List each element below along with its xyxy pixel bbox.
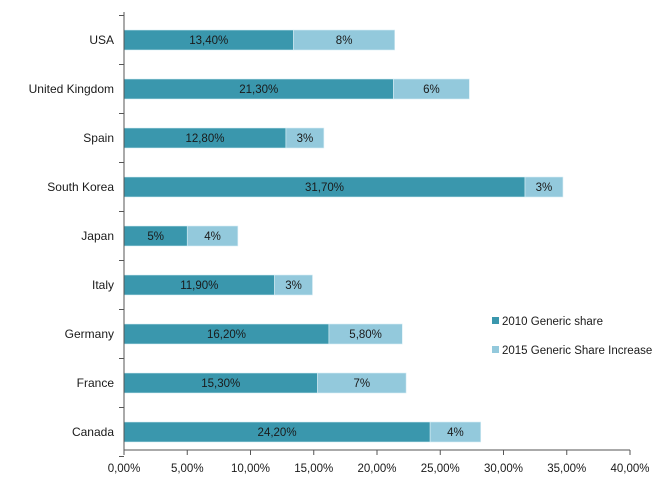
legend-swatch — [492, 317, 499, 324]
data-label: 31,70% — [305, 182, 344, 194]
x-tick-label: 25,00% — [421, 463, 460, 475]
x-tick-label: 30,00% — [484, 463, 523, 475]
category-label: Spain — [83, 131, 114, 145]
data-label: 11,90% — [180, 280, 218, 292]
data-label: 12,80% — [185, 133, 224, 145]
bar-increase-canada — [429, 421, 482, 443]
data-label: 13,40% — [189, 35, 228, 47]
bar-increase-japan — [186, 225, 239, 247]
legend: 2010 Generic share 2015 Generic Share Inc… — [492, 316, 652, 357]
x-tick-label: 10,00% — [231, 463, 270, 475]
data-label: 3% — [285, 280, 302, 292]
data-label: 7% — [354, 378, 371, 390]
legend-swatch — [492, 346, 499, 353]
x-tick-label: 35,00% — [547, 463, 586, 475]
bar-increase-united-kingdom — [393, 78, 470, 100]
axes-group — [119, 12, 631, 457]
data-label: 16,20% — [207, 329, 246, 341]
bar-increase-germany — [328, 323, 403, 345]
data-label: 15,30% — [201, 378, 240, 390]
data-label: 24,20% — [258, 427, 297, 439]
category-label: Canada — [72, 425, 114, 439]
data-label: 4% — [447, 427, 464, 439]
data-label: 4% — [204, 231, 221, 243]
category-label: Japan — [81, 229, 114, 243]
x-tick-label: 15,00% — [294, 463, 333, 475]
data-label: 6% — [423, 84, 440, 96]
x-tick-label: 0,00% — [108, 463, 141, 475]
bar-increase-south-korea — [524, 176, 564, 198]
data-label: 21,30% — [239, 84, 278, 96]
data-label: 3% — [297, 133, 314, 145]
category-label: Germany — [65, 327, 114, 341]
legend-label: 2010 Generic share — [502, 316, 603, 328]
bars-group: 13,40% 8% 21,30% 6% 12,80% 3% 31,70% 3% 5% 4% 11,9… — [123, 29, 564, 443]
data-label: 5% — [147, 231, 164, 243]
data-label: 3% — [536, 182, 553, 194]
legend-label: 2015 Generic Share Increase — [502, 345, 652, 357]
category-label: France — [77, 376, 115, 390]
x-tick-labels: 0,00% 5,00% 10,00% 15,00% 20,00% 25,00% 30,00%… — [108, 463, 650, 475]
bar-increase-italy — [274, 274, 313, 296]
bar-increase-usa — [293, 29, 396, 51]
x-tick-label: 20,00% — [357, 463, 396, 475]
data-label: 8% — [336, 35, 353, 47]
bar-increase-spain — [285, 127, 325, 149]
category-label: United Kingdom — [29, 82, 114, 96]
bar-increase-france — [317, 372, 407, 394]
category-label: South Korea — [47, 180, 114, 194]
x-tick-label: 40,00% — [610, 463, 649, 475]
category-labels: USA United Kingdom Spain South Korea Japan It… — [29, 33, 115, 439]
x-tick-label: 5,00% — [171, 463, 204, 475]
data-label: 5,80% — [349, 329, 382, 341]
category-label: Italy — [92, 278, 114, 292]
category-label: USA — [89, 33, 114, 47]
